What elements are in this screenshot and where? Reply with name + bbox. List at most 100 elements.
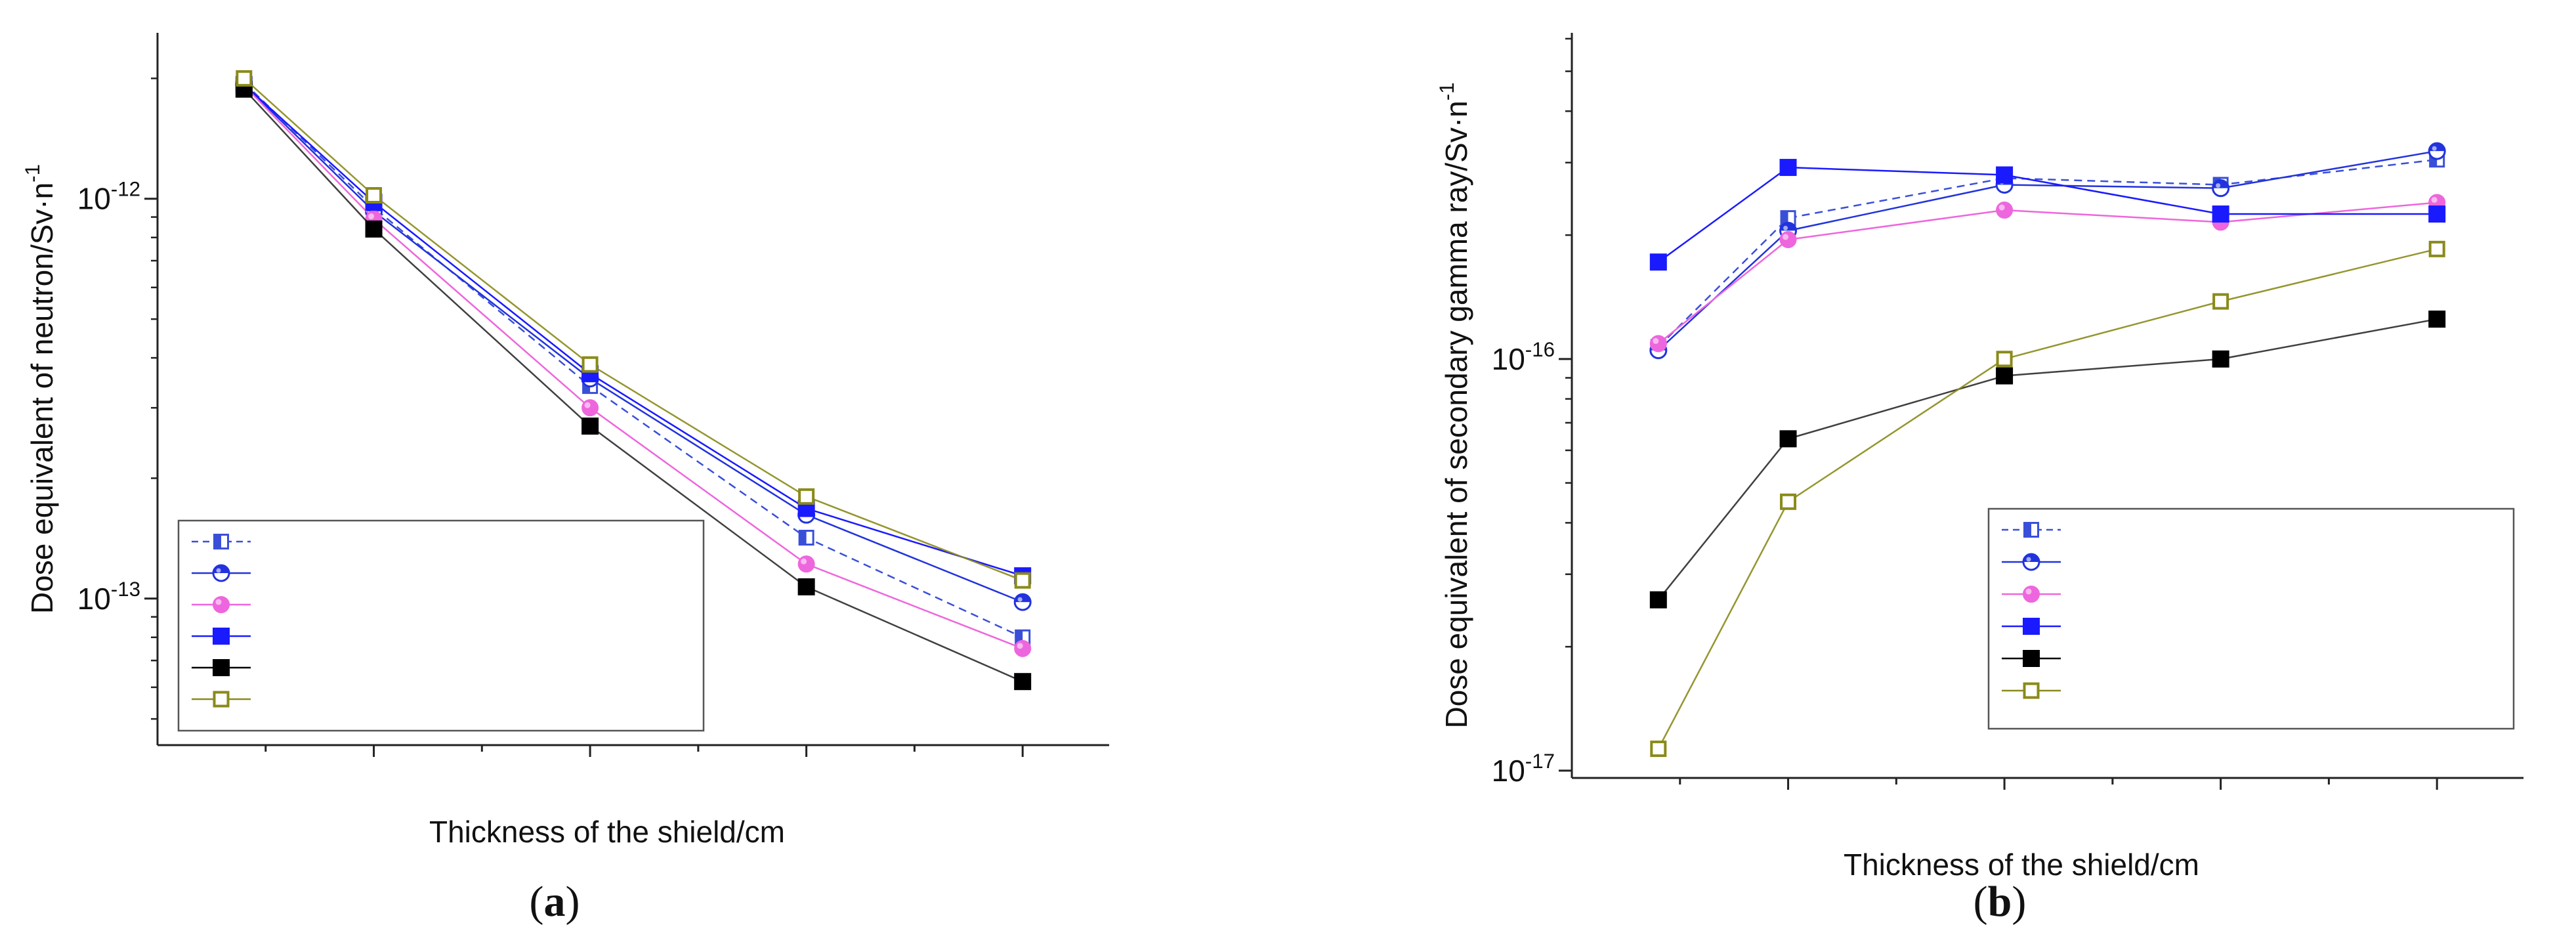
data-point — [366, 186, 383, 204]
caption-close-paren: ) — [566, 878, 580, 926]
data-point — [2428, 240, 2445, 257]
legend-box — [1987, 507, 2515, 730]
series-bss — [235, 75, 1032, 585]
data-point — [581, 356, 599, 373]
data-point-shine — [2431, 196, 2438, 203]
legend-marker — [2022, 553, 2040, 571]
legend-marker-fill — [214, 534, 221, 549]
data-point-body — [797, 555, 815, 573]
data-point — [1014, 572, 1031, 589]
legend-marker — [2023, 650, 2040, 667]
legend-box — [177, 519, 705, 732]
data-point — [2212, 205, 2229, 223]
data-point — [581, 418, 599, 435]
data-point — [1014, 639, 1032, 657]
data-point-shine — [1783, 225, 1788, 230]
data-point-body — [581, 399, 599, 417]
data-point — [798, 488, 815, 505]
series-line — [243, 83, 1023, 577]
caption-open-paren: ( — [1974, 878, 1988, 926]
data-point — [798, 530, 814, 546]
data-point — [1779, 230, 1797, 248]
legend — [1987, 507, 2515, 730]
series-ss-43-5vol-sphere-composite — [1649, 142, 2446, 360]
legend — [177, 519, 705, 732]
y-axis-title-superscript: -1 — [1435, 82, 1458, 100]
caption-close-paren: ) — [2012, 878, 2026, 926]
data-point — [1649, 591, 1667, 609]
data-point — [1014, 673, 1032, 691]
data-point — [1996, 351, 2013, 368]
y-axis-title-superscript: -1 — [21, 164, 44, 183]
data-point-shine — [1017, 643, 1023, 649]
legend-marker — [213, 534, 229, 549]
legend-marker — [213, 691, 230, 708]
data-point-shine — [2216, 183, 2221, 188]
series-line — [243, 77, 1023, 582]
legend-marker — [213, 628, 230, 645]
y-tick-label: 10-12 — [77, 178, 140, 216]
data-point — [2212, 179, 2230, 198]
y-tick-exponent: -13 — [111, 578, 140, 601]
legend-marker-body — [2023, 586, 2040, 603]
legend-marker-shine — [2025, 588, 2032, 595]
data-point — [797, 555, 815, 573]
data-point — [236, 70, 253, 87]
data-point — [365, 220, 383, 238]
data-point — [1779, 430, 1797, 448]
y-tick-mantissa: 10 — [77, 182, 111, 216]
data-point — [1649, 253, 1667, 271]
x-axis-title: Thickness of the shield/cm — [429, 815, 785, 849]
y-axis-title: Dose equivalent of secondary gamma ray/S… — [1435, 82, 1473, 728]
data-point — [1779, 159, 1797, 177]
data-point — [2428, 205, 2446, 223]
series-bss — [1649, 159, 2446, 271]
data-point — [1013, 593, 1032, 611]
caption-open-paren: ( — [530, 878, 544, 926]
series-b4c — [235, 80, 1032, 691]
legend-marker-body — [213, 596, 230, 613]
series-line — [1658, 202, 2438, 345]
legend-marker — [213, 659, 230, 676]
data-point — [1996, 166, 2014, 184]
y-tick-exponent: -17 — [1525, 750, 1555, 773]
y-tick-label: 10-16 — [1492, 338, 1555, 376]
legend-marker-fill — [2024, 523, 2031, 537]
y-tick-mantissa: 10 — [77, 582, 111, 616]
y-tick-label: 10-13 — [77, 578, 140, 616]
y-tick-exponent: -16 — [1525, 338, 1555, 361]
data-point — [797, 578, 815, 595]
legend-marker-shine — [216, 568, 221, 573]
data-point — [2212, 293, 2229, 310]
data-point — [1780, 493, 1797, 510]
data-point — [1649, 335, 1667, 353]
data-point-fill — [799, 530, 807, 545]
y-tick-exponent: -12 — [111, 178, 140, 201]
data-point-shine — [1653, 337, 1659, 344]
data-point — [1650, 741, 1667, 758]
legend-marker — [2023, 586, 2040, 603]
caption-letter: a — [544, 878, 566, 926]
legend-marker — [213, 596, 230, 613]
series-line — [1658, 166, 2438, 263]
data-point-body — [1649, 335, 1667, 353]
data-point — [581, 399, 599, 417]
data-point-body — [1996, 202, 2014, 219]
data-point — [2428, 311, 2446, 328]
y-tick-mantissa: 10 — [1492, 342, 1525, 376]
panel-caption: (b) — [1974, 878, 2027, 926]
y-axis-title: Dose equivalent of neutron/Sv·n-1 — [21, 164, 59, 614]
series-line — [1657, 158, 2438, 348]
legend-marker-shine — [215, 599, 222, 605]
legend-marker — [2023, 522, 2039, 538]
series-ss-50-6vol-sphere-b4c — [1649, 194, 2446, 353]
data-point-fill — [2430, 152, 2438, 167]
data-point-shine — [1017, 597, 1023, 602]
data-point-shine — [368, 213, 375, 220]
data-point-body — [1014, 639, 1032, 657]
caption-letter: b — [1988, 878, 2012, 926]
series-b4c — [1649, 311, 2446, 609]
